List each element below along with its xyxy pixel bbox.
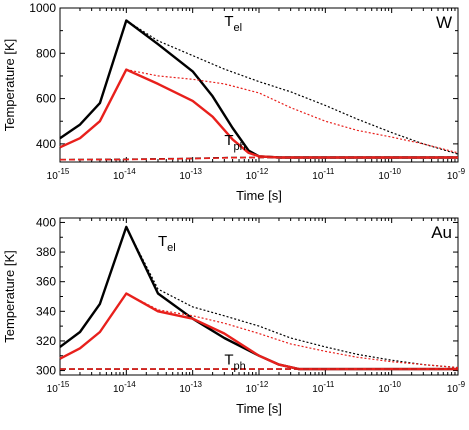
annotation-label: Tph: [224, 132, 245, 153]
plot-frame: [59, 217, 459, 376]
x-axis-label: Time [s]: [236, 401, 282, 416]
series-line-4: [126, 69, 459, 154]
y-tick-label: 400: [36, 215, 56, 229]
x-tick-label: 10-15: [47, 167, 70, 182]
annotation-label: Tel: [158, 233, 176, 254]
series-line-6: [59, 156, 458, 161]
series-line-4: [126, 292, 459, 369]
y-tick-label: 600: [36, 92, 56, 106]
series-line-2: [125, 226, 459, 369]
x-tick-label: 10-11: [312, 380, 335, 395]
y-tick-label: 800: [36, 46, 56, 60]
series-line-1: [59, 19, 458, 159]
y-tick-label: 340: [36, 304, 56, 318]
y-tick-label: 380: [36, 245, 56, 259]
y-tick-label: 400: [36, 137, 56, 151]
x-tick-label: 10-10: [378, 380, 401, 395]
series-line-3: [59, 68, 458, 159]
annotation-label: Tph: [224, 352, 245, 373]
x-tick-label: 10-14: [113, 167, 136, 182]
x-tick-label: 10-9: [447, 167, 466, 182]
x-tick-label: 10-12: [246, 380, 269, 395]
y-tick-label: 320: [36, 334, 56, 348]
series-line-3: [59, 292, 458, 371]
chart-panel-2: 10-15 10-14 10-13 10-12 10-11 10-10 10-9 300 320…: [2, 215, 466, 416]
x-tick-label: 10-13: [179, 167, 202, 182]
x-tick-label: 10-10: [378, 167, 401, 182]
panel-label: W: [436, 13, 452, 32]
chart-panel-1: 10-15 10-14 10-13 10-12 10-11 10-10 10-9 400 600…: [2, 1, 466, 203]
x-axis-label: Time [s]: [236, 188, 282, 203]
series-line-1: [59, 225, 458, 371]
x-tick-label: 10-9: [447, 380, 466, 395]
panel-label: Au: [431, 223, 452, 242]
y-axis-label: Temperature [K]: [2, 39, 17, 132]
y-tick-label: 360: [36, 275, 56, 289]
x-tick-label: 10-15: [47, 380, 70, 395]
x-tick-label: 10-14: [113, 380, 136, 395]
series-line-2: [125, 19, 459, 155]
x-tick-label: 10-13: [179, 380, 202, 395]
x-tick-label: 10-11: [312, 167, 335, 182]
x-tick-label: 10-12: [246, 167, 269, 182]
y-tick-label: 1000: [29, 1, 56, 15]
y-tick-label: 300: [36, 364, 56, 378]
annotation-label: Tel: [224, 13, 242, 34]
y-axis-label: Temperature [K]: [2, 250, 17, 343]
